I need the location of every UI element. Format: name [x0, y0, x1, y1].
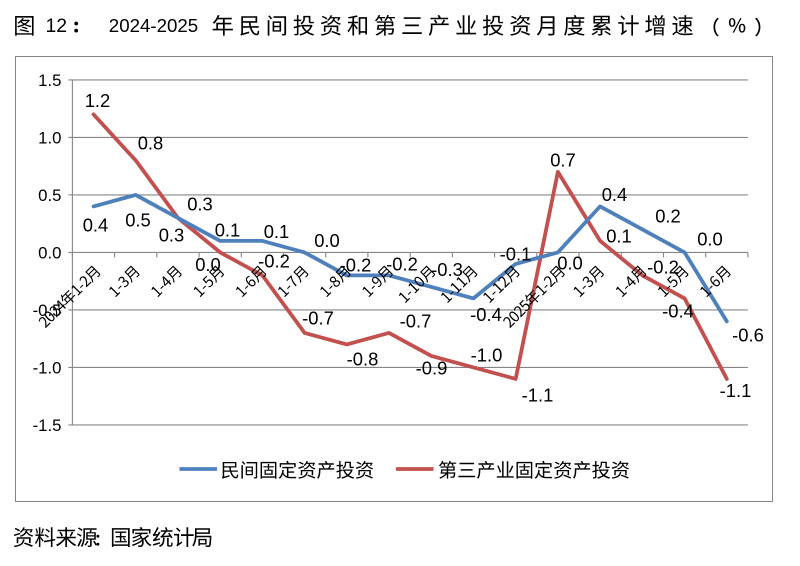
svg-text:0.0: 0.0: [314, 230, 340, 251]
svg-text:2024-2025: 2024-2025: [109, 15, 198, 36]
svg-text:-0.2: -0.2: [258, 251, 290, 272]
svg-text:-0.4: -0.4: [662, 301, 694, 322]
svg-text:0.7: 0.7: [550, 150, 576, 171]
svg-text:0.3: 0.3: [159, 225, 185, 246]
svg-text:0.4: 0.4: [602, 184, 628, 205]
svg-text:0.2: 0.2: [655, 206, 681, 227]
svg-text:0.0: 0.0: [697, 229, 723, 250]
svg-text:-0.5: -0.5: [33, 301, 62, 320]
svg-text:-0.1: -0.1: [500, 244, 532, 265]
svg-text:0.5: 0.5: [38, 186, 61, 205]
svg-text:-0.6: -0.6: [732, 325, 764, 346]
svg-text:1.5: 1.5: [38, 71, 61, 90]
svg-text:1.2: 1.2: [85, 90, 111, 111]
svg-text:0.4: 0.4: [83, 215, 109, 236]
svg-text:-0.2: -0.2: [340, 255, 372, 276]
svg-text:0.3: 0.3: [187, 194, 213, 215]
svg-text:-0.3: -0.3: [431, 259, 463, 280]
svg-text:-0.8: -0.8: [347, 349, 379, 370]
svg-text:0.1: 0.1: [264, 221, 290, 242]
svg-text:-0.7: -0.7: [302, 308, 334, 329]
svg-text:-0.4: -0.4: [470, 304, 502, 325]
svg-text:-1.1: -1.1: [522, 385, 554, 406]
svg-text:0.0: 0.0: [195, 254, 221, 275]
svg-text:-1.0: -1.0: [33, 358, 62, 377]
svg-text:0.1: 0.1: [606, 226, 632, 247]
svg-text:-0.2: -0.2: [647, 257, 679, 278]
svg-text:1.0: 1.0: [38, 128, 61, 147]
svg-text:0.1: 0.1: [215, 220, 241, 241]
svg-text:12: 12: [46, 15, 68, 37]
svg-text:0.0: 0.0: [557, 253, 583, 274]
svg-text:-0.7: -0.7: [400, 311, 432, 332]
svg-text:0.5: 0.5: [125, 210, 151, 231]
svg-text:-1.1: -1.1: [720, 380, 752, 401]
svg-text:-1.5: -1.5: [33, 416, 62, 435]
svg-text:0.8: 0.8: [138, 133, 164, 154]
svg-text:-0.2: -0.2: [386, 254, 418, 275]
svg-text:0.0: 0.0: [38, 243, 61, 262]
svg-text:-0.9: -0.9: [416, 358, 448, 379]
svg-text:-1.0: -1.0: [471, 345, 503, 366]
